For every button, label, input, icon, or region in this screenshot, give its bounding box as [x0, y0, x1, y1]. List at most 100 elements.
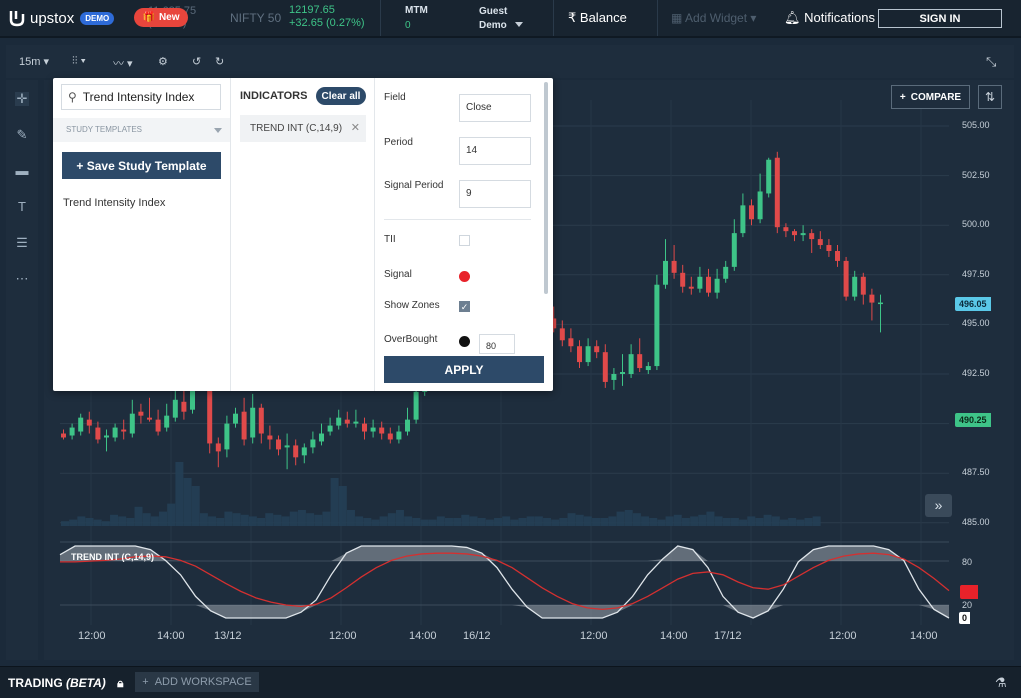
add-workspace-button[interactable]: + ADD WORKSPACE — [135, 672, 259, 692]
x-axis-label: 12:00 — [78, 630, 106, 642]
lines-icon[interactable]: ☰ — [16, 235, 28, 250]
notifications-button[interactable]: 🔔︎ Notifications — [784, 10, 875, 26]
settings-gear-icon[interactable]: ⚙ — [158, 56, 168, 68]
compare-button[interactable]: + COMPARE — [891, 85, 970, 109]
volume-bar — [297, 510, 306, 526]
show-zones-checkbox[interactable]: ✓ — [459, 301, 470, 312]
gift-icon: 🎁 — [142, 12, 155, 23]
grid-icon: ▦ — [671, 11, 683, 25]
candle — [645, 362, 651, 374]
study-result-item[interactable]: Trend Intensity Index — [63, 197, 166, 209]
candle — [697, 266, 703, 293]
rectangle-icon[interactable]: ▬ — [15, 163, 29, 178]
chart-toolbar: 15m ▾ ⫶⫶ ▾ 〰 ▾ ⚙ ↺ ↻ — [6, 45, 1014, 78]
indicators-icon[interactable]: 〰 ▾ — [113, 58, 133, 70]
redo-icon[interactable]: ↻ — [215, 56, 225, 68]
candle-body — [749, 205, 754, 220]
candle-body — [387, 433, 393, 440]
scroll-to-latest-icon[interactable]: » — [925, 494, 952, 517]
candle-body — [215, 443, 221, 452]
marker-price-tag: 490.25 — [955, 413, 991, 427]
flask-icon[interactable]: ⚗ — [995, 675, 1007, 690]
x-axis-label: 12:00 — [329, 630, 357, 642]
indicator-pane-title: TREND INT (C,14,9) — [71, 552, 155, 562]
y-axis-label: 502.50 — [962, 169, 990, 180]
volume-bar — [714, 516, 723, 526]
candle — [241, 397, 247, 446]
volume-bar — [412, 518, 421, 526]
candle-body — [774, 157, 780, 228]
y-axis-label: 505.00 — [962, 120, 990, 130]
volume-bar — [273, 514, 282, 526]
volume-bar — [469, 516, 478, 526]
ticker-name[interactable]: NIFTY 50 — [230, 11, 282, 25]
volume-bar — [788, 518, 797, 526]
overbought-color-swatch[interactable] — [459, 336, 470, 347]
overbought-input[interactable]: 80 — [479, 334, 515, 354]
save-study-template-button[interactable]: + Save Study Template — [62, 152, 221, 179]
volume-bar — [101, 521, 110, 526]
user-menu[interactable]: Guest Demo — [479, 5, 507, 33]
sort-icon[interactable]: ⇅ — [978, 85, 1002, 109]
tii-color-swatch[interactable] — [459, 235, 470, 246]
pencil-icon[interactable]: ✎ — [16, 127, 28, 142]
chart-type-icon[interactable]: ⫶⫶ ▾ — [72, 55, 86, 67]
candle-body — [809, 233, 815, 240]
study-templates-dropdown[interactable]: STUDY TEMPLATES — [53, 118, 230, 142]
apply-button[interactable]: APPLY — [384, 356, 544, 383]
candle — [319, 423, 324, 446]
field-label: Field — [384, 92, 406, 103]
x-axis-label: 12:00 — [829, 630, 857, 642]
candle — [276, 435, 281, 456]
new-button[interactable]: 🎁 New — [134, 8, 188, 27]
search-input[interactable]: ⚲ Trend Intensity Index — [61, 84, 221, 110]
field-select[interactable]: Close — [459, 94, 531, 122]
undo-icon[interactable]: ↺ — [192, 56, 202, 68]
tii-value-tag: 0 — [959, 612, 971, 624]
indicators-panel: ⚲ Trend Intensity Index STUDY TEMPLATES … — [53, 78, 553, 391]
close-icon[interactable]: ✕ — [350, 122, 360, 134]
chevron-down-icon[interactable] — [515, 22, 523, 27]
volume-bar — [444, 518, 453, 526]
fullscreen-icon[interactable]: ⤡ — [986, 54, 997, 69]
candle — [774, 151, 780, 234]
candle — [344, 411, 350, 428]
active-indicator-chip[interactable]: TREND INT (C,14,9) ✕ — [240, 115, 366, 142]
volume-bar — [371, 519, 380, 526]
interval-selector[interactable]: 15m ▾ — [19, 56, 49, 68]
candle-body — [688, 286, 694, 289]
add-widget-button[interactable]: ▦ Add Widget ▾ — [671, 11, 756, 25]
panel-scrollbar[interactable] — [544, 82, 548, 294]
volume-bar — [93, 519, 102, 526]
volume-bar — [208, 516, 217, 526]
sign-in-button[interactable]: SIGN IN — [878, 9, 1002, 28]
text-icon[interactable]: T — [18, 199, 26, 214]
price-chart[interactable] — [44, 80, 1014, 660]
candle — [611, 368, 617, 390]
volume-bar — [265, 513, 274, 526]
active-indicator-label: TREND INT (C,14,9) — [250, 123, 343, 134]
volume-bar — [61, 521, 69, 526]
clear-all-button[interactable]: Clear all — [316, 87, 366, 105]
signal-value-tag: 38 — [960, 585, 979, 599]
volume-bar — [575, 514, 584, 526]
crosshair-icon[interactable]: ✛ — [15, 91, 29, 106]
candle-body — [293, 445, 299, 458]
balance-button[interactable]: ₹ Balance — [568, 10, 627, 26]
candle-body — [155, 419, 161, 432]
candle-body — [792, 231, 797, 236]
signal-color-swatch[interactable] — [459, 271, 470, 282]
volume-bar — [698, 514, 707, 526]
period-input[interactable]: 14 — [459, 137, 531, 165]
balance-label: Balance — [579, 10, 627, 25]
volume-bar — [167, 503, 176, 526]
brand-logo[interactable]: upstox DEMO — [9, 9, 115, 27]
volume-bar — [690, 516, 699, 526]
candle-body — [233, 413, 238, 424]
signal-period-input[interactable]: 9 — [459, 180, 531, 208]
candle — [723, 260, 729, 283]
more-icon[interactable]: ⋯ — [15, 271, 29, 286]
volume-bar — [363, 518, 372, 526]
y-axis-label: 492.50 — [962, 368, 990, 378]
candle — [147, 397, 152, 422]
